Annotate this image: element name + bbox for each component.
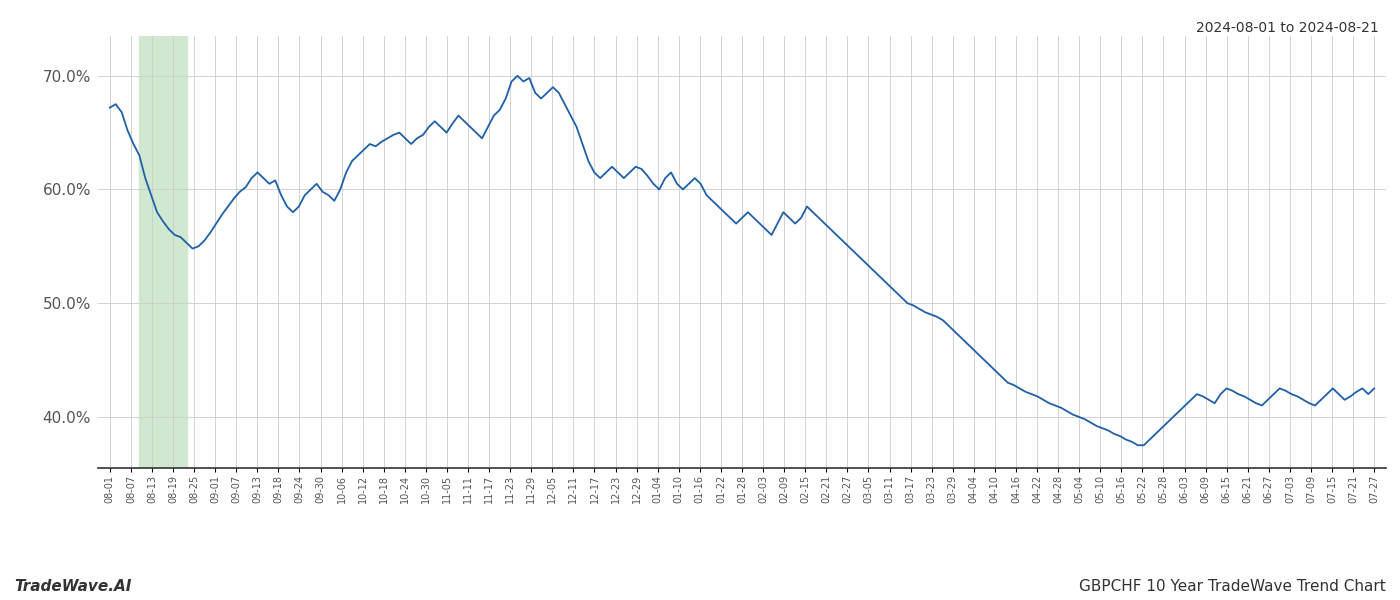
- Text: TradeWave.AI: TradeWave.AI: [14, 579, 132, 594]
- Text: 2024-08-01 to 2024-08-21: 2024-08-01 to 2024-08-21: [1196, 21, 1379, 35]
- Text: GBPCHF 10 Year TradeWave Trend Chart: GBPCHF 10 Year TradeWave Trend Chart: [1079, 579, 1386, 594]
- Bar: [140, 36, 186, 468]
